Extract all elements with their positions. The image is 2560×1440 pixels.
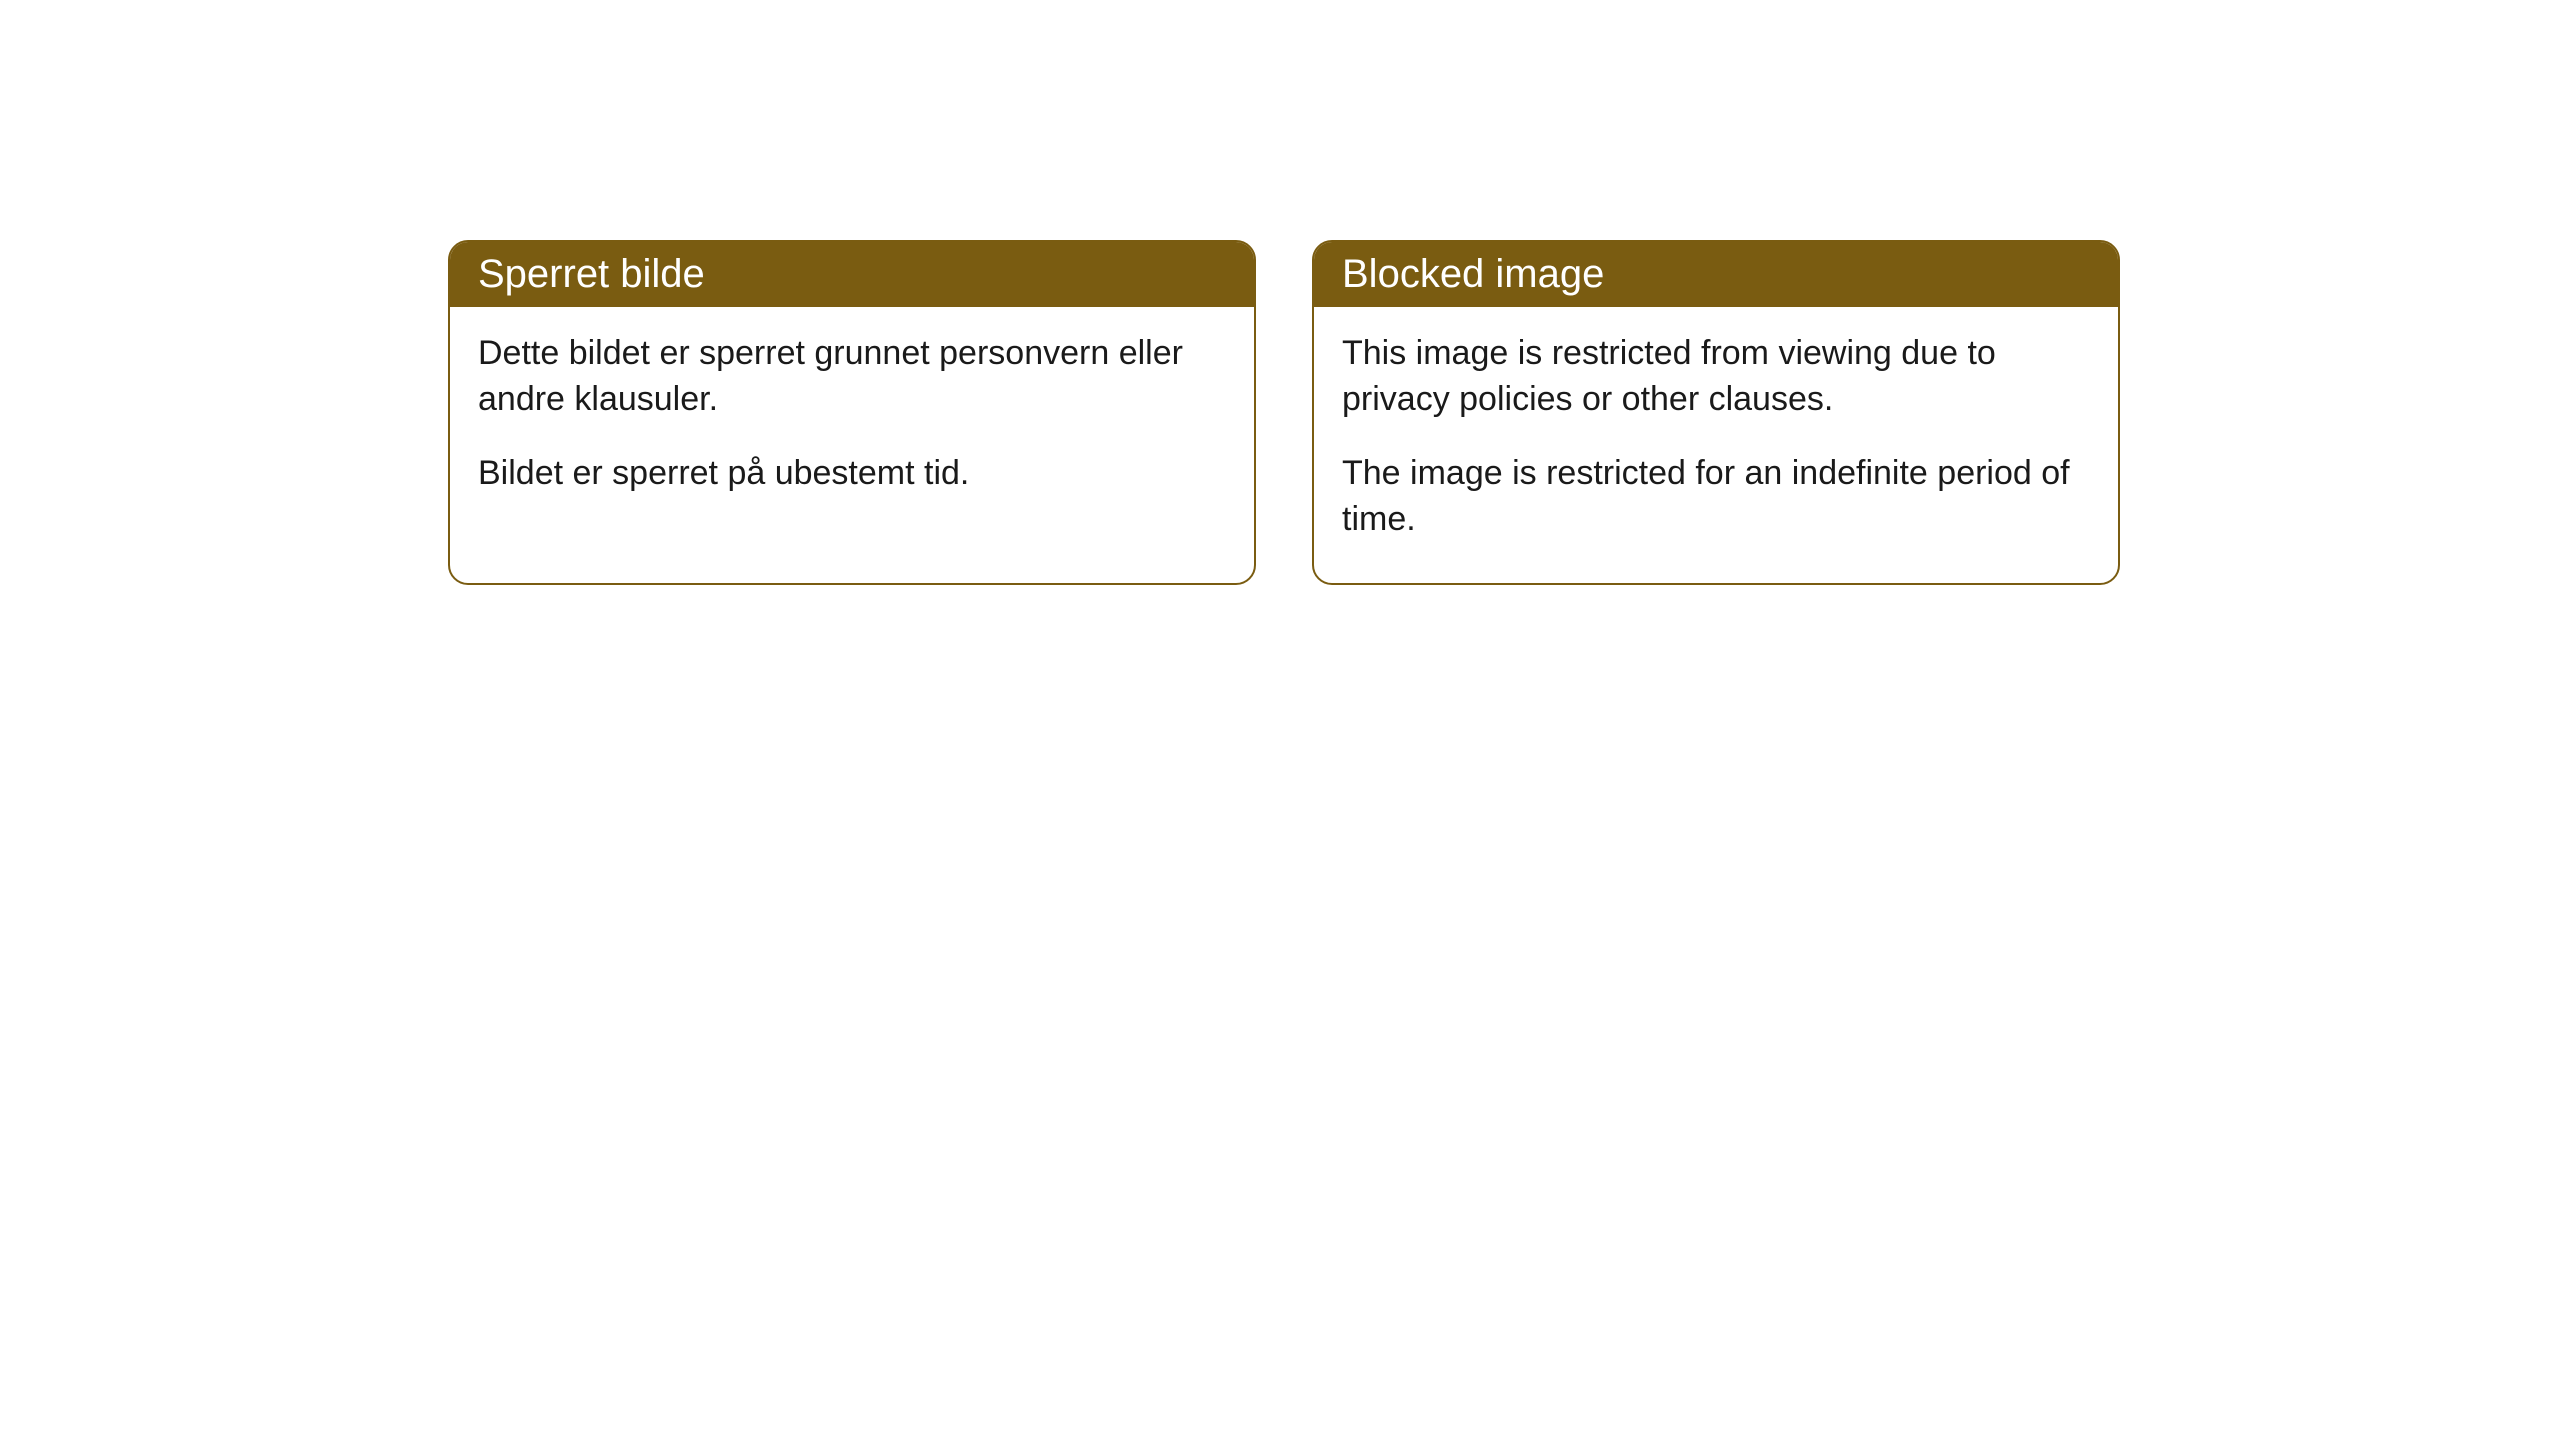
card-paragraph: Bildet er sperret på ubestemt tid.: [478, 451, 1226, 497]
card-header: Sperret bilde: [450, 242, 1254, 307]
card-header: Blocked image: [1314, 242, 2118, 307]
card-body: This image is restricted from viewing du…: [1314, 307, 2118, 583]
card-title: Sperret bilde: [478, 252, 705, 296]
card-paragraph: Dette bildet er sperret grunnet personve…: [478, 331, 1226, 423]
card-paragraph: This image is restricted from viewing du…: [1342, 331, 2090, 423]
notice-card-norwegian: Sperret bilde Dette bildet er sperret gr…: [448, 240, 1256, 585]
card-body: Dette bildet er sperret grunnet personve…: [450, 307, 1254, 537]
card-title: Blocked image: [1342, 252, 1604, 296]
notice-cards-container: Sperret bilde Dette bildet er sperret gr…: [0, 0, 2560, 585]
card-paragraph: The image is restricted for an indefinit…: [1342, 451, 2090, 543]
notice-card-english: Blocked image This image is restricted f…: [1312, 240, 2120, 585]
